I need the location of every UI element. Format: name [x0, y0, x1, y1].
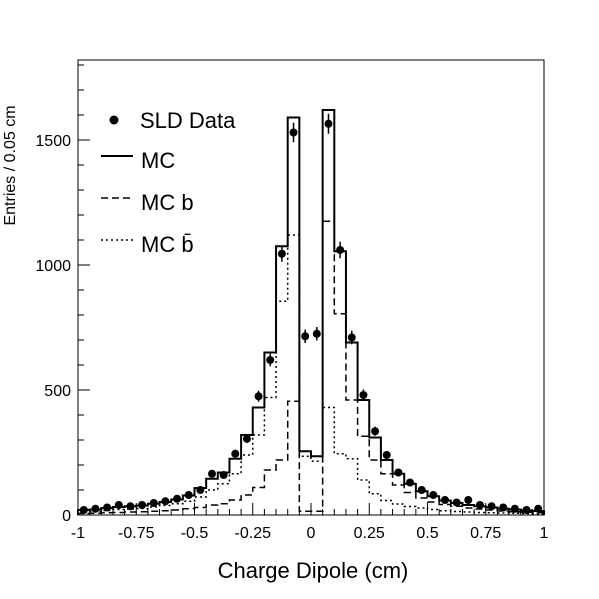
data-point [266, 356, 275, 364]
data-point [149, 499, 158, 507]
data-point [464, 496, 473, 504]
data-point [382, 451, 391, 459]
x-tick-label: -0.5 [181, 525, 209, 542]
data-point [103, 503, 112, 512]
data-point [277, 249, 286, 258]
data-point [138, 501, 147, 509]
data-point [522, 506, 531, 514]
legend-marker-points [109, 115, 119, 125]
data-point [534, 504, 543, 513]
data-point [219, 471, 228, 479]
data-point [114, 501, 123, 509]
data-point [452, 498, 461, 507]
data-point [324, 119, 333, 128]
data-point [207, 469, 216, 478]
data-point [231, 449, 240, 458]
data-point [289, 128, 298, 137]
data-point [394, 468, 403, 477]
y-tick-label: 0 [62, 508, 71, 525]
legend-label: MC b̄ [141, 232, 194, 257]
legend-label: MC [141, 148, 175, 173]
x-tick-label: -1 [71, 525, 85, 542]
data-point [487, 502, 496, 511]
data-point [475, 501, 484, 509]
x-tick-label: 1 [540, 525, 549, 542]
data-point [371, 427, 380, 436]
data-point [429, 491, 438, 499]
data-point [359, 391, 368, 399]
legend: SLD Data MC MC b MC b̄ [101, 108, 236, 257]
data-point [440, 496, 449, 504]
data-point [196, 486, 205, 494]
data-point [184, 491, 193, 499]
y-tick-label: 500 [44, 383, 71, 400]
data-point [79, 506, 88, 514]
data-point [347, 333, 356, 342]
x-axis-title: Charge Dipole (cm) [218, 558, 409, 583]
data-point [91, 504, 100, 513]
data-point [242, 434, 251, 443]
data-point [510, 504, 519, 513]
data-point [254, 392, 263, 401]
data-points [79, 113, 543, 514]
x-tick-label: -0.25 [235, 525, 272, 542]
data-point [161, 497, 170, 506]
x-tick-label: 0 [307, 525, 316, 542]
y-tick-label: 1500 [35, 133, 71, 150]
legend-label: SLD Data [140, 108, 236, 133]
series-3-histogram [77, 234, 545, 515]
legend-label: MC b [141, 190, 194, 215]
x-axis-ticks: -1 -0.75 -0.5 -0.25 0 0.25 0.5 0.75 1 [71, 503, 549, 542]
x-tick-label: 0.75 [470, 525, 501, 542]
series-2-histogram [77, 220, 545, 515]
y-axis-title: Entries / 0.05 cm [2, 105, 19, 225]
data-point [301, 332, 310, 341]
data-point [173, 494, 182, 503]
x-tick-label: -0.75 [118, 525, 155, 542]
data-point [312, 329, 321, 338]
data-point [126, 502, 135, 511]
data-point [406, 478, 415, 487]
x-tick-label: 0.5 [416, 525, 438, 542]
data-point [336, 246, 345, 254]
x-tick-label: 0.25 [354, 525, 385, 542]
y-tick-label: 1000 [35, 258, 71, 275]
data-point [499, 503, 508, 512]
data-point [417, 486, 426, 494]
y-axis-ticks: 0 500 1000 1500 [35, 64, 90, 525]
